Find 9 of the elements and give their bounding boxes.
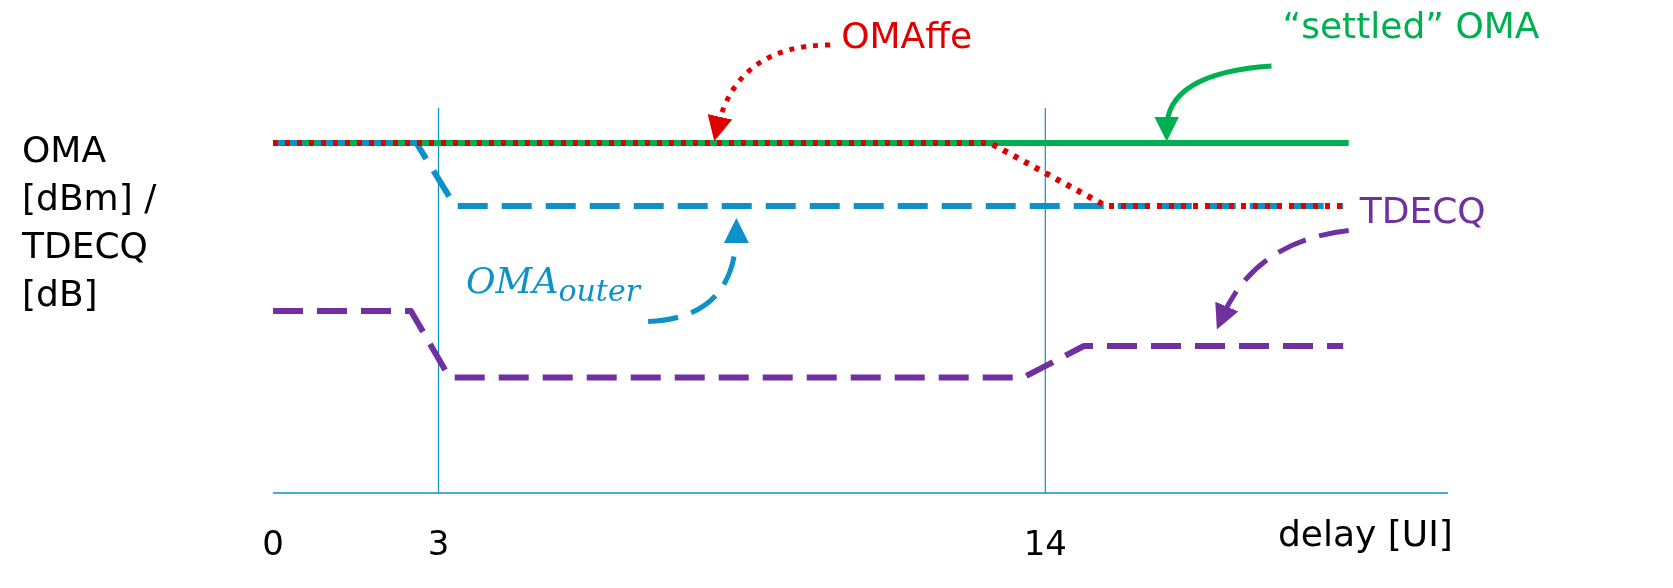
- x-axis-title: delay [UI]: [1278, 513, 1453, 554]
- x-tick-label: 0: [262, 523, 284, 564]
- series-label: OMA$_{outer}$: [466, 259, 640, 311]
- x-tick-label: 3: [427, 523, 450, 564]
- text: TDECQ: [1359, 189, 1486, 233]
- text: OMAffe: [841, 14, 973, 58]
- text: “settled” OMA: [1282, 3, 1540, 48]
- x-tick-label: 14: [1023, 523, 1067, 564]
- y-axis-title: OMA [dBm] / TDECQ [dB]: [22, 127, 158, 316]
